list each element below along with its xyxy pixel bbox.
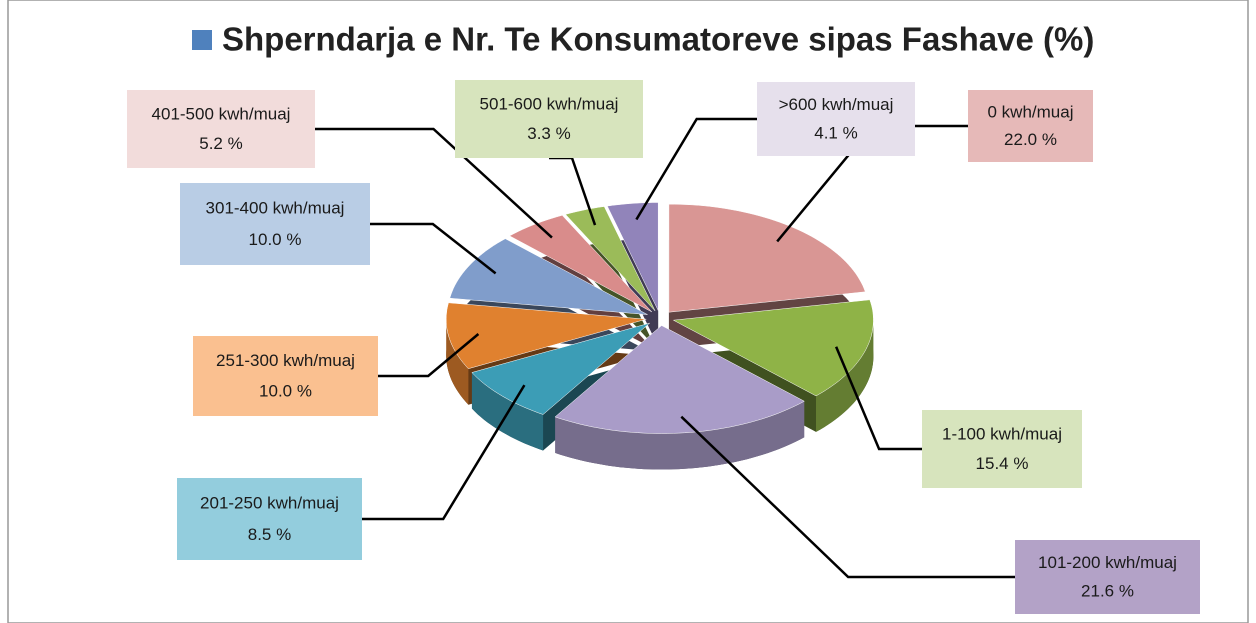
category-label: 301-400 kwh/muaj: [206, 199, 345, 218]
value-label: 22.0 %: [1004, 130, 1057, 149]
value-label: 21.6 %: [1081, 581, 1134, 600]
value-label: 8.5 %: [248, 525, 291, 544]
slice: [449, 238, 648, 315]
slice: [672, 299, 874, 397]
category-label: 1-100 kwh/muaj: [942, 424, 1062, 443]
category-label: 101-200 kwh/muaj: [1038, 553, 1177, 572]
leader-line: [378, 333, 480, 378]
value-label: 4.1 %: [814, 123, 857, 142]
label-box: [922, 410, 1082, 488]
leader-line: [834, 346, 922, 451]
leader-line: [315, 127, 553, 239]
legend-key: [192, 30, 212, 50]
value-label: 3.3 %: [527, 124, 570, 143]
value-label: 5.2 %: [199, 134, 242, 153]
label-box: [455, 80, 643, 158]
leader-line: [680, 415, 1015, 579]
category-label: >600 kwh/muaj: [779, 95, 894, 114]
leader-line: [370, 222, 497, 275]
label-box: [177, 478, 362, 560]
label-box: [1015, 540, 1200, 614]
label-box: [127, 90, 315, 168]
category-label: 251-300 kwh/muaj: [216, 351, 355, 370]
chart-title: Shperndarja e Nr. Te Konsumatoreve sipas…: [222, 21, 1094, 58]
label-box: [193, 336, 378, 416]
slice-side: [555, 401, 805, 470]
category-label: 401-500 kwh/muaj: [152, 104, 291, 123]
slice: [565, 206, 656, 312]
category-label: 0 kwh/muaj: [988, 103, 1074, 122]
leader-line: [635, 117, 757, 221]
label-box: [968, 90, 1093, 162]
label-box: [757, 82, 915, 156]
category-label: 501-600 kwh/muaj: [480, 94, 619, 113]
category-label: 201-250 kwh/muaj: [200, 494, 339, 513]
label-box: [180, 183, 370, 265]
slice-side: [446, 319, 469, 405]
value-label: 10.0 %: [249, 230, 302, 249]
slice: [606, 202, 659, 311]
slice: [554, 325, 805, 434]
slice: [668, 203, 866, 313]
slice: [509, 215, 652, 313]
leader-line: [362, 384, 526, 521]
slice: [471, 322, 650, 415]
value-label: 10.0 %: [259, 381, 312, 400]
value-label: 15.4 %: [976, 454, 1029, 473]
slice: [445, 302, 647, 369]
